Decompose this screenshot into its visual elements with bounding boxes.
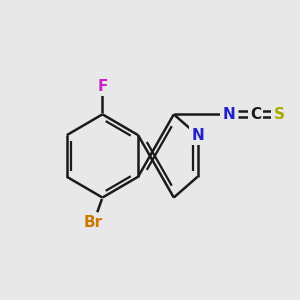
Text: N: N	[222, 107, 235, 122]
Text: S: S	[274, 107, 285, 122]
Text: F: F	[97, 79, 108, 94]
Text: C: C	[250, 107, 261, 122]
Text: N: N	[191, 128, 204, 142]
Text: Br: Br	[84, 215, 103, 230]
